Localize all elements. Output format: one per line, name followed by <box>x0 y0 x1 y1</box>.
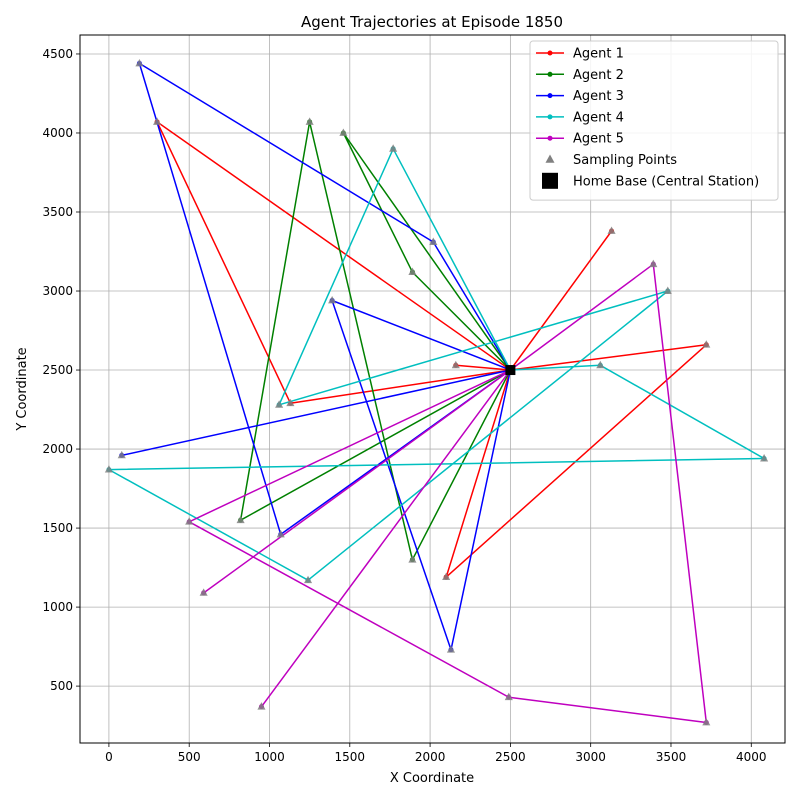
legend-dot-agent-3 <box>547 93 553 99</box>
sampling-point-marker <box>504 692 513 701</box>
legend-label-home-base: Home Base (Central Station) <box>573 174 759 189</box>
x-tick-label: 2500 <box>495 750 526 764</box>
sampling-point-marker <box>760 454 769 462</box>
sampling-point-marker <box>408 267 417 275</box>
agent-5-trajectory-line <box>188 263 708 724</box>
sampling-point-marker <box>199 588 208 596</box>
legend-dot-agent-1 <box>547 50 553 56</box>
y-tick-label: 1000 <box>42 600 73 614</box>
agent-3-trajectory-line <box>121 62 512 651</box>
y-tick-label: 3500 <box>42 205 73 219</box>
sampling-point-marker <box>389 144 398 152</box>
grid-lines <box>80 35 785 743</box>
legend-label-agent-5: Agent 5 <box>573 132 624 147</box>
sampling-point-marker <box>104 465 113 473</box>
sampling-point-marker <box>185 517 194 525</box>
sampling-point-marker <box>303 575 313 584</box>
sampling-point-marker <box>663 286 672 294</box>
home-base-marker <box>505 365 516 376</box>
y-tick-label: 2500 <box>42 363 73 377</box>
x-tick-label: 1000 <box>254 750 285 764</box>
x-tick-label: 500 <box>178 750 201 764</box>
sampling-point-marker <box>607 226 616 234</box>
legend-label-agent-4: Agent 4 <box>573 110 624 125</box>
y-tick-label: 1500 <box>42 521 73 535</box>
y-tick-label: 500 <box>50 679 73 693</box>
x-tick-label: 4000 <box>736 750 767 764</box>
legend-dot-agent-5 <box>547 135 553 141</box>
axis-ticks: 0 500 1000 1500 2000 2500 3000 3500 4000 500 1000 1… <box>42 47 766 764</box>
y-axis-label: Y Coordinate <box>15 347 30 431</box>
sampling-point-marker <box>135 58 144 67</box>
sampling-point-marker <box>702 717 711 726</box>
sampling-point-markers <box>104 58 769 726</box>
chart-legend: Agent 1 Agent 2 Agent 3 Agent 4 Agent 5 Sampl… <box>529 40 779 201</box>
x-tick-label: 3000 <box>575 750 606 764</box>
sampling-point-marker <box>276 529 285 538</box>
sampling-point-marker <box>702 340 711 348</box>
x-tick-label: 2000 <box>415 750 446 764</box>
sampling-point-marker <box>429 237 438 245</box>
x-tick-label: 3500 <box>656 750 687 764</box>
x-axis-label: X Coordinate <box>390 771 474 786</box>
y-tick-label: 3000 <box>42 284 73 298</box>
sampling-point-marker <box>328 296 337 304</box>
x-tick-label: 0 <box>105 750 113 764</box>
sampling-point-marker <box>339 128 348 136</box>
sampling-point-marker <box>446 645 456 653</box>
legend-frame <box>529 40 779 201</box>
y-tick-label: 4000 <box>42 126 73 140</box>
sampling-point-marker <box>305 117 314 125</box>
chart-title: Agent Trajectories at Episode 1850 <box>301 13 563 31</box>
sampling-point-marker <box>442 572 451 580</box>
sampling-point-marker <box>451 360 460 369</box>
plot-frame <box>79 34 786 744</box>
sampling-point-marker <box>275 400 284 408</box>
legend-home-base-marker <box>542 172 558 189</box>
sampling-point-marker <box>596 360 605 369</box>
legend-label-agent-3: Agent 3 <box>573 89 624 104</box>
sampling-point-marker <box>408 555 417 563</box>
legend-sampling-marker <box>545 154 555 163</box>
sampling-point-marker <box>153 117 162 125</box>
sampling-point-marker <box>117 450 126 459</box>
y-tick-label: 2000 <box>42 442 73 456</box>
legend-label-sampling-points: Sampling Points <box>573 153 677 168</box>
legend-label-agent-2: Agent 2 <box>573 68 624 83</box>
agent-4-trajectory-line <box>108 148 765 581</box>
legend-label-agent-1: Agent 1 <box>573 47 624 62</box>
y-tick-label: 4500 <box>42 47 73 61</box>
legend-dot-agent-4 <box>547 114 553 120</box>
sampling-point-marker <box>649 259 658 268</box>
sampling-point-marker <box>236 515 245 524</box>
sampling-point-marker <box>257 702 266 710</box>
sampling-point-marker <box>286 398 295 407</box>
x-tick-label: 1500 <box>335 750 366 764</box>
legend-dot-agent-2 <box>547 71 553 77</box>
